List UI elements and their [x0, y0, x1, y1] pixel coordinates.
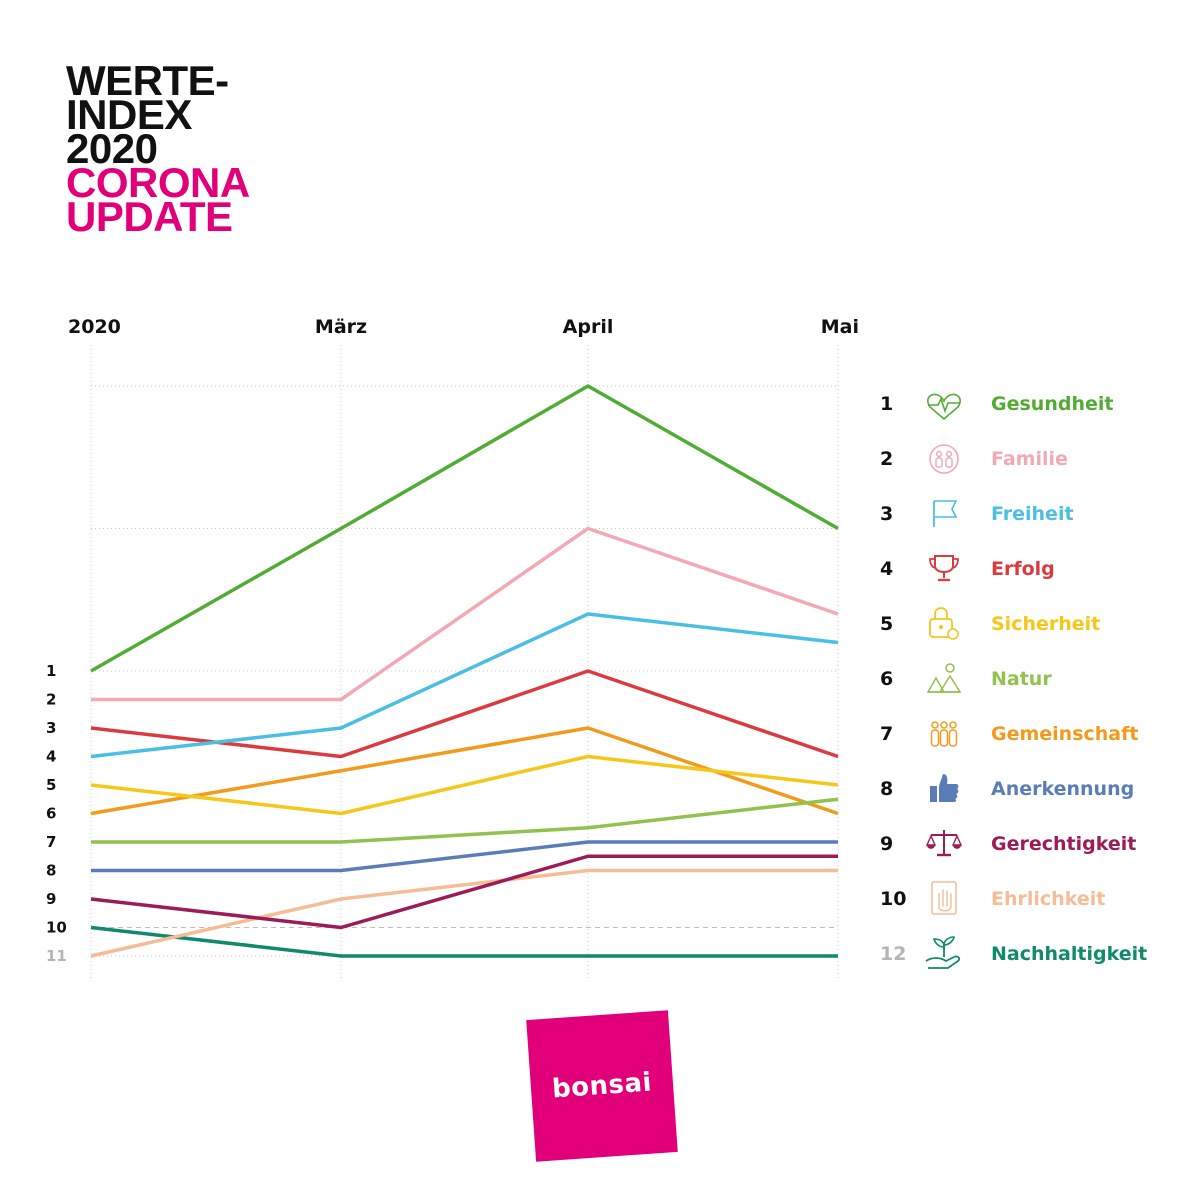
legend-rank: 3 — [880, 503, 893, 525]
legend-label: Gesundheit — [991, 393, 1113, 415]
legend-label: Ehrlichkeit — [991, 888, 1105, 910]
legend-label: Nachhaltigkeit — [991, 943, 1147, 965]
legend-label: Familie — [991, 448, 1068, 470]
series-line-nachhaltigkeit — [90, 925, 838, 958]
y-tick-label: 1 — [46, 662, 56, 680]
legend-item-anerkennung: 8 Anerkennung — [880, 774, 1134, 802]
plant-hand-icon — [925, 936, 961, 969]
y-tick-label: 9 — [46, 890, 56, 908]
y-axis-labels: 1 2 3 4 5 6 7 8 9 10 11 — [46, 662, 67, 965]
legend-item-gemeinschaft: 7 Gemeinschaft — [880, 721, 1138, 747]
legend-item-familie: 2 Familie — [880, 444, 1068, 474]
title-line-2: INDEX — [66, 91, 192, 138]
legend-rank: 7 — [880, 723, 893, 745]
series-lines — [90, 384, 839, 958]
bonsai-logo: bonsai — [526, 1010, 678, 1162]
legend-label: Gerechtigkeit — [991, 833, 1136, 855]
legend-rank: 5 — [880, 613, 893, 635]
nature-icon — [926, 663, 962, 693]
legend-label: Freiheit — [991, 503, 1074, 525]
legend-rank: 8 — [880, 778, 893, 800]
series-line-ehrlichkeit — [90, 868, 838, 958]
heart-pulse-icon — [927, 393, 961, 421]
y-tick-label: 6 — [46, 805, 56, 823]
x-tick-label: 2020 — [68, 316, 121, 338]
legend-item-ehrlichkeit: 10 Ehrlichkeit — [880, 881, 1105, 915]
legend-rank: 4 — [880, 558, 893, 580]
legend-label: Sicherheit — [991, 613, 1100, 635]
title-line-1: WERTE- — [66, 57, 229, 104]
y-tick-label: 5 — [46, 776, 56, 794]
logo-text: bonsai — [551, 1067, 653, 1105]
legend-item-sicherheit: 5 Sicherheit — [880, 607, 1100, 640]
x-tick-label: Mai — [821, 316, 859, 338]
series-line-gesundheit — [90, 384, 839, 673]
legend: 1 Gesundheit 2 Familie 3 Freiheit 4 Erfolg 5 Sich… — [880, 393, 1147, 969]
x-axis-labels: 2020 März April Mai — [68, 316, 859, 338]
legend-rank: 6 — [880, 668, 893, 690]
legend-label: Erfolg — [991, 558, 1055, 580]
x-tick-label: März — [315, 316, 367, 338]
y-tick-label: 2 — [46, 691, 56, 709]
series-line-familie — [91, 526, 839, 702]
series-line-natur — [91, 797, 839, 844]
legend-rank: 2 — [880, 448, 893, 470]
scales-icon — [925, 830, 963, 857]
y-tick-label: 3 — [46, 719, 56, 737]
legend-item-freiheit: 3 Freiheit — [880, 500, 1074, 527]
y-tick-label: 8 — [46, 862, 56, 880]
series-line-gerechtigkeit — [90, 854, 838, 930]
chart-grid — [90, 345, 839, 980]
y-tick-label: 4 — [46, 748, 56, 766]
legend-item-nachhaltigkeit: 12 Nachhaltigkeit — [880, 936, 1147, 969]
series-line-anerkennung — [91, 840, 838, 873]
lock-icon — [929, 607, 959, 640]
series-line-freiheit — [90, 612, 839, 759]
legend-rank: 10 — [880, 888, 906, 910]
legend-label: Anerkennung — [991, 778, 1134, 800]
title-line-5: UPDATE — [66, 193, 233, 240]
legend-label: Gemeinschaft — [991, 723, 1138, 745]
legend-item-gesundheit: 1 Gesundheit — [880, 393, 1113, 421]
y-tick-label: 11 — [46, 947, 67, 965]
y-tick-label: 7 — [46, 833, 56, 851]
title-line-3: 2020 — [66, 125, 158, 172]
y-tick-label: 10 — [46, 919, 67, 937]
chart-title: WERTE- INDEX 2020 CORONA UPDATE — [66, 57, 250, 240]
thumbs-up-icon — [930, 774, 959, 802]
series-line-sicherheit — [90, 754, 839, 816]
family-icon — [929, 444, 959, 474]
hand-icon — [931, 881, 957, 915]
legend-rank: 1 — [880, 393, 893, 415]
legend-item-erfolg: 4 Erfolg — [880, 555, 1055, 582]
legend-item-gerechtigkeit: 9 Gerechtigkeit — [880, 830, 1136, 857]
legend-rank: 9 — [880, 833, 893, 855]
flag-icon — [933, 500, 958, 527]
trophy-icon — [929, 555, 959, 582]
legend-item-natur: 6 Natur — [880, 663, 1052, 693]
legend-rank: 12 — [880, 943, 906, 965]
legend-label: Natur — [991, 668, 1052, 690]
title-line-4: CORONA — [66, 159, 250, 206]
x-tick-label: April — [563, 316, 614, 338]
community-icon — [930, 721, 958, 747]
